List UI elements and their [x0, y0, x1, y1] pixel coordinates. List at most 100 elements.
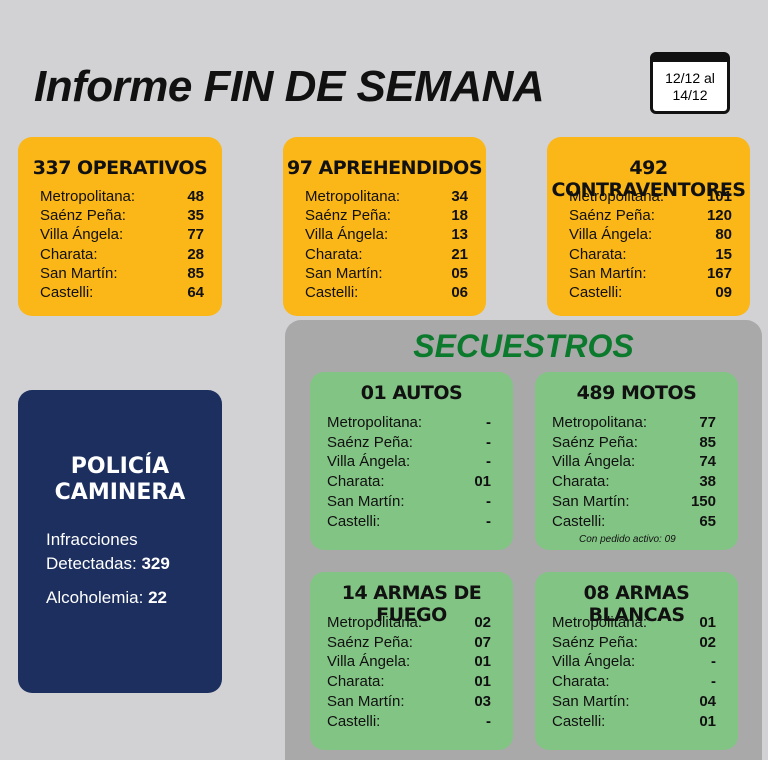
row-value: 21	[451, 245, 468, 263]
row-value: 77	[699, 414, 716, 431]
row-label: Castelli:	[552, 712, 606, 730]
row-value: -	[486, 433, 491, 451]
row-label: Saénz Peña:	[327, 433, 413, 451]
caminera-title: CAMINERA	[54, 480, 186, 505]
row-label: Charata:	[569, 245, 627, 263]
row-value: 15	[715, 245, 732, 263]
row-label: Saénz Peña:	[40, 207, 126, 225]
row-label: Metropolitana:	[569, 188, 665, 205]
label: Infracciones	[46, 530, 138, 549]
row-value: 01	[474, 653, 491, 671]
row-value: -	[486, 492, 491, 510]
row-value: -	[711, 653, 716, 671]
row-value: 02	[474, 614, 491, 631]
row-value: 03	[474, 692, 491, 710]
row-label: Charata:	[552, 673, 610, 691]
caminera-card: POLICÍA CAMINERA Infracciones Detectadas…	[18, 390, 222, 693]
date-line: 12/12 al	[665, 70, 715, 86]
row-label: Charata:	[327, 473, 385, 491]
row-label: Castelli:	[569, 284, 623, 301]
row-label: Villa Ángela:	[552, 653, 636, 671]
row-label: San Martín:	[327, 492, 405, 510]
label: Alcoholemia:	[46, 588, 144, 607]
value: 329	[141, 554, 170, 573]
row-value: 120	[706, 207, 732, 225]
row-label: Metropolitana:	[327, 614, 423, 631]
row-label: Saénz Peña:	[552, 433, 638, 451]
caminera-title: POLICÍA	[70, 454, 170, 479]
row-value: 101	[706, 188, 732, 205]
row-label: San Martín:	[40, 264, 118, 282]
row-label: Charata:	[327, 673, 385, 691]
row-label: Villa Ángela:	[569, 226, 653, 244]
row-value: 150	[690, 492, 716, 510]
row-value: 09	[715, 284, 732, 301]
card-title: 489 MOTOS	[576, 382, 697, 404]
row-value: 04	[699, 692, 716, 710]
row-value: 05	[451, 264, 468, 282]
row-value: 167	[706, 264, 732, 282]
row-label: Charata:	[40, 245, 98, 263]
card-title: 337 OPERATIVOS	[32, 157, 208, 179]
row-label: Villa Ángela:	[327, 453, 411, 471]
row-label: Castelli:	[552, 512, 606, 530]
row-value: 64	[187, 284, 204, 301]
row-label: San Martín:	[552, 692, 630, 710]
row-value: 80	[715, 226, 732, 244]
row-label: Villa Ángela:	[327, 653, 411, 671]
card-title: 08 ARMAS BLANCAS	[583, 582, 690, 626]
row-label: Charata:	[552, 473, 610, 491]
row-label: Saénz Peña:	[569, 207, 655, 225]
row-label: San Martín:	[552, 492, 630, 510]
secuestros-title: SECUESTROS	[413, 328, 634, 364]
row-label: Saénz Peña:	[552, 633, 638, 651]
row-value: 74	[699, 453, 716, 471]
row-label: Castelli:	[327, 712, 381, 730]
value: 22	[148, 588, 167, 607]
row-value: -	[486, 512, 491, 530]
row-value: 01	[474, 673, 491, 691]
row-label: Saénz Peña:	[327, 633, 413, 651]
row-label: Metropolitana:	[305, 188, 401, 205]
row-value: 85	[187, 264, 204, 282]
row-value: 01	[474, 473, 491, 491]
row-value: 65	[699, 512, 716, 530]
row-label: Villa Ángela:	[305, 226, 389, 244]
card-title: 01 AUTOS	[360, 382, 463, 404]
note: Con pedido activo: 09	[579, 534, 676, 545]
row-value: 35	[187, 207, 204, 225]
row-value: 01	[699, 614, 716, 631]
card-title: 97 APREHENDIDOS	[286, 157, 483, 179]
row-value: 34	[451, 188, 468, 205]
row-label: Castelli:	[305, 284, 359, 301]
row-value: -	[711, 673, 716, 691]
card: 337 OPERATIVOS Metropolitana: 48 Saénz Peña…	[18, 137, 222, 316]
row-label: Villa Ángela:	[552, 453, 636, 471]
row-label: Saénz Peña:	[305, 207, 391, 225]
card: 14 ARMAS DE FUEGO Metropolitana: 02 Saénz P…	[310, 572, 513, 750]
date-calendar: 12/12 al 14/12	[650, 52, 730, 114]
row-label: San Martín:	[327, 692, 405, 710]
row-value: 07	[474, 633, 491, 651]
row-label: Castelli:	[40, 284, 94, 301]
row-value: 06	[451, 284, 468, 301]
row-value: 48	[187, 188, 204, 205]
row-label: San Martín:	[305, 264, 383, 282]
row-label: Villa Ángela:	[40, 226, 124, 244]
row-value: 38	[699, 473, 716, 491]
row-label: Castelli:	[327, 512, 381, 530]
row-value: -	[486, 414, 491, 431]
row-label: Metropolitana:	[327, 414, 423, 431]
row-value: 01	[699, 712, 716, 730]
card: 08 ARMAS BLANCAS Metropolitana: 01 Saénz Pe…	[535, 572, 738, 750]
row-value: 02	[699, 633, 716, 651]
card-title: 492 CONTRAVENTORES	[551, 157, 747, 201]
card: 97 APREHENDIDOS Metropolitana: 34 Saénz Peñ…	[283, 137, 486, 316]
row-label: Metropolitana:	[552, 614, 648, 631]
row-value: 77	[187, 226, 204, 244]
row-label: Metropolitana:	[40, 188, 136, 205]
card: 489 MOTOS Metropolitana: 77 Saénz Peña: 85 Vi…	[535, 372, 738, 550]
row-label: San Martín:	[569, 264, 647, 282]
row-value: 18	[451, 207, 468, 225]
